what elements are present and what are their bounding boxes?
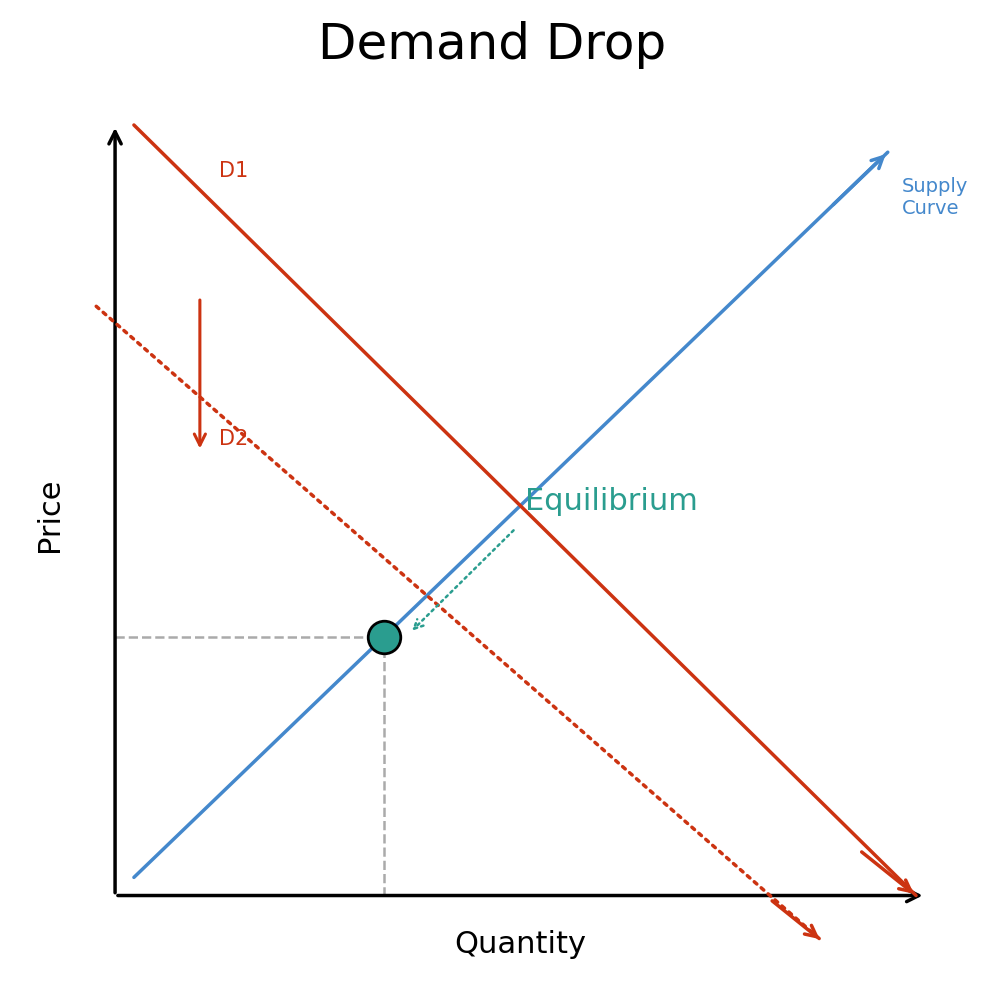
Title: Demand Drop: Demand Drop [318, 21, 666, 68]
Text: D1: D1 [219, 161, 248, 181]
Text: D2: D2 [219, 429, 248, 449]
Text: Quantity: Quantity [454, 930, 586, 959]
Text: Price: Price [35, 477, 64, 552]
Point [376, 629, 392, 645]
Text: Equilibrium: Equilibrium [525, 486, 698, 516]
Text: Supply
Curve: Supply Curve [902, 177, 968, 218]
